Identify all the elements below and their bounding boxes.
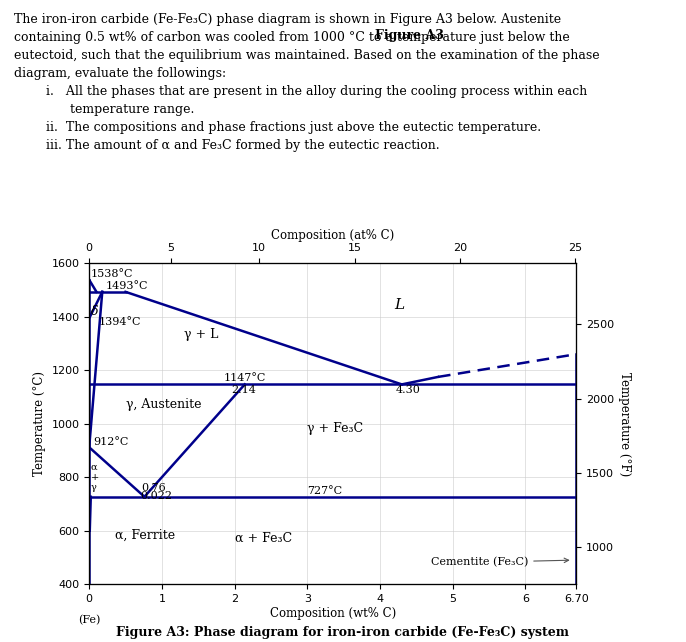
Text: 0.76: 0.76 [141,483,166,493]
Text: γ + L: γ + L [184,328,218,341]
X-axis label: Composition (at% C): Composition (at% C) [271,229,394,242]
X-axis label: Composition (wt% C): Composition (wt% C) [270,607,396,620]
Text: Figure A3: Figure A3 [375,29,443,42]
Text: 727°C: 727°C [307,486,342,496]
Text: L: L [394,298,405,312]
Text: 1394°C: 1394°C [99,317,141,327]
Text: 1147°C: 1147°C [224,374,266,383]
Text: δ: δ [91,304,98,318]
Text: 0.022: 0.022 [140,491,172,501]
Text: α, Ferrite: α, Ferrite [115,529,175,542]
Text: 1538°C: 1538°C [91,268,133,279]
Text: The iron-iron carbide (Fe-Fe₃C) phase diagram is shown in Figure A3 below. Auste: The iron-iron carbide (Fe-Fe₃C) phase di… [14,13,600,152]
Text: 1493°C: 1493°C [105,281,147,291]
Y-axis label: Temperature (°F): Temperature (°F) [618,372,630,476]
Text: γ, Austenite: γ, Austenite [126,397,201,411]
Text: 912°C: 912°C [93,437,129,447]
Text: (Fe): (Fe) [78,615,100,625]
Text: γ + Fe₃C: γ + Fe₃C [307,422,364,435]
Text: α
+
γ: α + γ [91,462,99,492]
Text: Cementite (Fe₃C): Cementite (Fe₃C) [431,557,569,568]
Text: 4.30: 4.30 [396,385,421,395]
Y-axis label: Temperature (°C): Temperature (°C) [33,371,46,476]
Text: 2.14: 2.14 [231,385,256,395]
Text: α + Fe₃C: α + Fe₃C [235,532,292,544]
Text: Figure A3: Phase diagram for iron-iron carbide (Fe-Fe₃C) system: Figure A3: Phase diagram for iron-iron c… [117,626,569,639]
